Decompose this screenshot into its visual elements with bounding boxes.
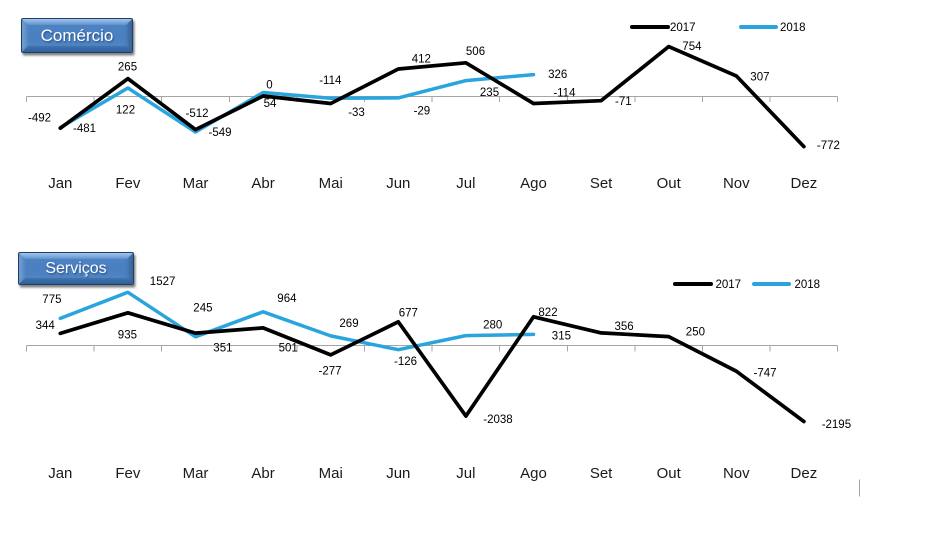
svg-text:122: 122 xyxy=(116,105,135,117)
svg-text:-492: -492 xyxy=(28,112,51,124)
svg-text:326: 326 xyxy=(548,69,567,81)
svg-text:Fev: Fev xyxy=(115,465,141,482)
svg-text:Nov: Nov xyxy=(723,175,750,192)
svg-text:Jul: Jul xyxy=(456,175,475,192)
svg-text:356: 356 xyxy=(615,321,634,333)
svg-text:Abr: Abr xyxy=(251,465,274,482)
svg-text:775: 775 xyxy=(42,294,61,306)
svg-text:506: 506 xyxy=(466,46,485,58)
svg-text:Jun: Jun xyxy=(386,465,410,482)
svg-text:1527: 1527 xyxy=(150,276,176,288)
svg-text:245: 245 xyxy=(193,303,212,315)
svg-text:Set: Set xyxy=(590,465,613,482)
svg-text:-512: -512 xyxy=(185,108,208,120)
svg-text:Ago: Ago xyxy=(520,175,547,192)
svg-text:351: 351 xyxy=(213,343,232,355)
svg-text:Mar: Mar xyxy=(183,175,209,192)
svg-text:Jul: Jul xyxy=(456,465,475,482)
svg-text:-549: -549 xyxy=(208,127,231,139)
svg-text:412: 412 xyxy=(412,54,431,66)
svg-text:0: 0 xyxy=(266,79,272,91)
svg-text:54: 54 xyxy=(264,98,277,110)
svg-text:Out: Out xyxy=(657,175,682,192)
svg-text:2017: 2017 xyxy=(670,22,696,34)
svg-text:822: 822 xyxy=(538,307,557,319)
svg-text:-277: -277 xyxy=(318,365,341,377)
svg-text:2017: 2017 xyxy=(716,279,742,291)
svg-text:-2195: -2195 xyxy=(822,419,851,431)
svg-text:-747: -747 xyxy=(753,367,776,379)
svg-text:Mar: Mar xyxy=(183,465,209,482)
svg-text:-114: -114 xyxy=(553,87,576,99)
svg-text:754: 754 xyxy=(682,41,702,53)
svg-text:501: 501 xyxy=(279,343,298,355)
svg-text:Abr: Abr xyxy=(251,175,274,192)
svg-text:280: 280 xyxy=(483,320,502,332)
svg-text:935: 935 xyxy=(118,330,137,342)
svg-text:250: 250 xyxy=(686,327,705,339)
svg-text:2018: 2018 xyxy=(780,22,806,34)
svg-text:Nov: Nov xyxy=(723,465,750,482)
svg-text:265: 265 xyxy=(118,62,137,74)
svg-text:-481: -481 xyxy=(73,123,96,135)
svg-text:2018: 2018 xyxy=(795,279,821,291)
svg-text:235: 235 xyxy=(480,87,499,99)
svg-text:964: 964 xyxy=(277,293,297,305)
svg-text:-71: -71 xyxy=(615,96,632,108)
svg-text:-126: -126 xyxy=(394,356,417,368)
svg-text:307: 307 xyxy=(750,71,769,83)
svg-text:Mai: Mai xyxy=(319,465,343,482)
svg-text:344: 344 xyxy=(36,320,56,332)
svg-text:Mai: Mai xyxy=(319,175,343,192)
svg-text:Dez: Dez xyxy=(791,175,818,192)
svg-text:Dez: Dez xyxy=(791,465,818,482)
svg-text:-33: -33 xyxy=(348,107,365,119)
svg-text:315: 315 xyxy=(552,330,571,342)
svg-text:Ago: Ago xyxy=(520,465,547,482)
svg-text:-772: -772 xyxy=(817,140,840,152)
svg-text:Jan: Jan xyxy=(48,175,72,192)
svg-text:Jan: Jan xyxy=(48,465,72,482)
svg-text:677: 677 xyxy=(399,308,418,320)
svg-text:269: 269 xyxy=(339,318,358,330)
svg-text:Out: Out xyxy=(657,465,682,482)
svg-text:-114: -114 xyxy=(319,75,342,87)
svg-text:Jun: Jun xyxy=(386,175,410,192)
svg-text:-2038: -2038 xyxy=(483,414,512,426)
svg-text:Fev: Fev xyxy=(115,175,141,192)
svg-text:-29: -29 xyxy=(414,106,431,118)
svg-text:Set: Set xyxy=(590,175,613,192)
